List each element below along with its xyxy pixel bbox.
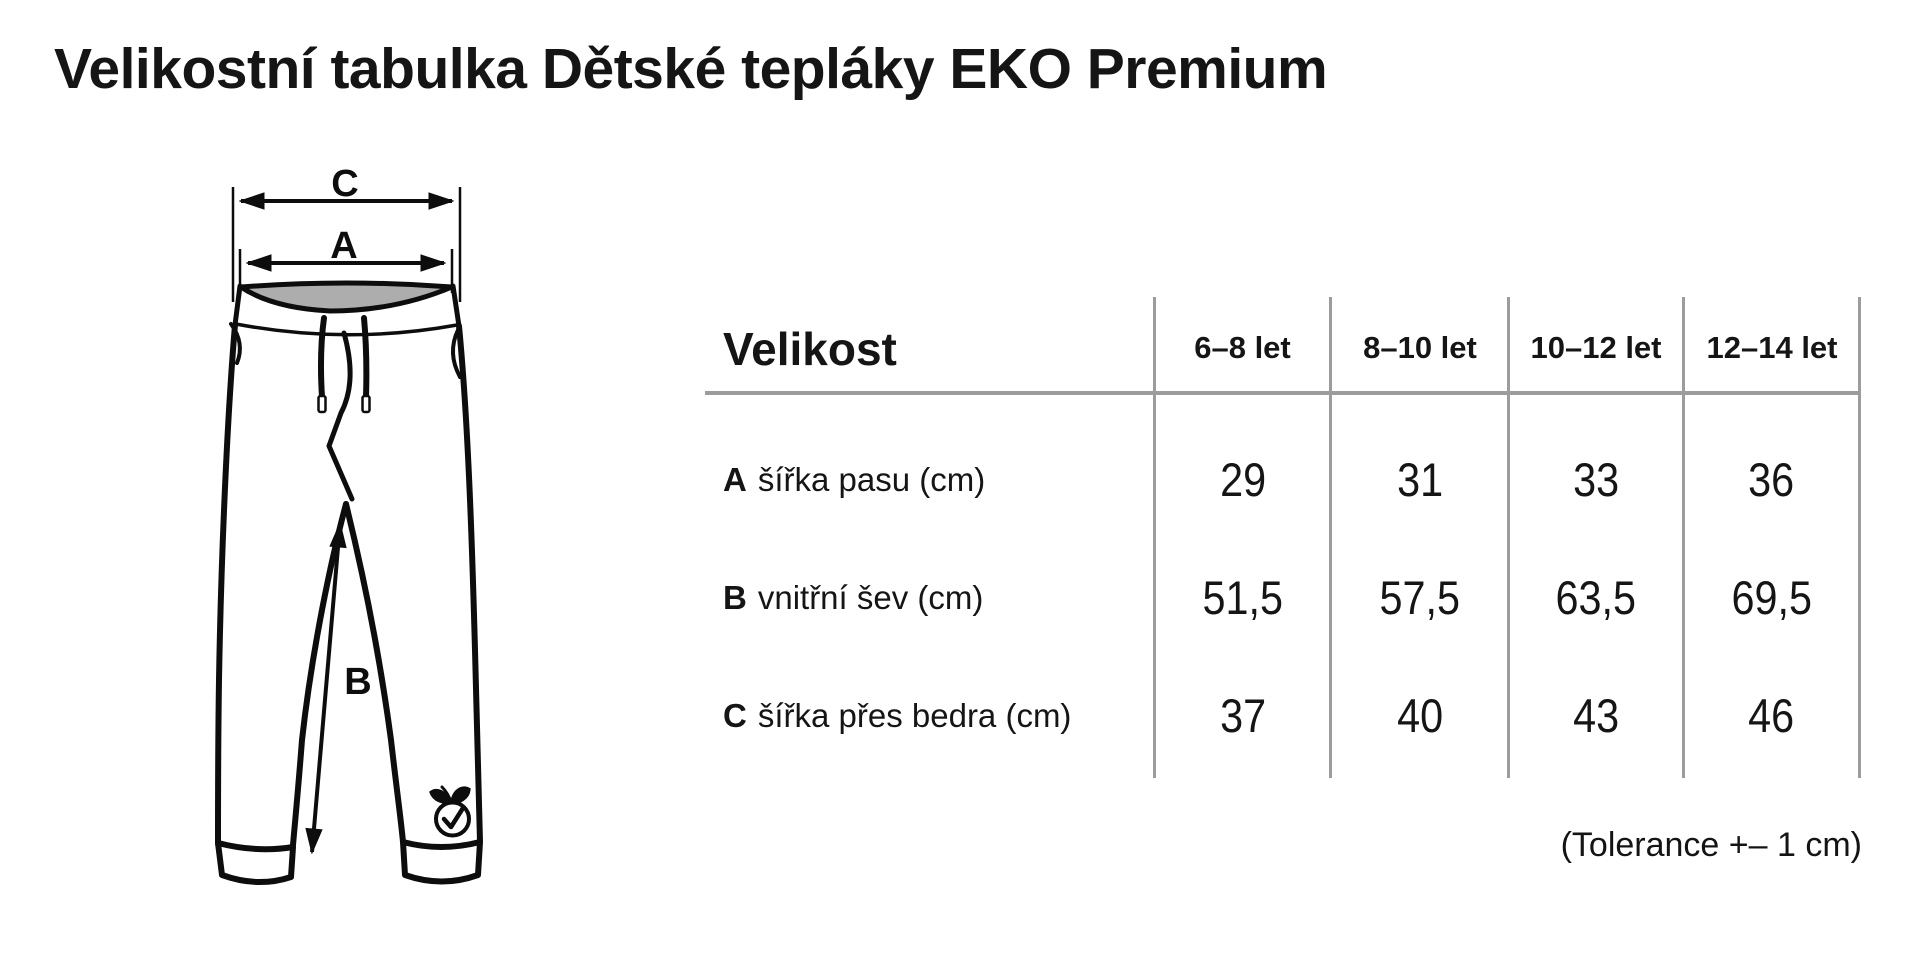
table-cell: 43: [1572, 689, 1620, 742]
measure-arrow-hips-c: C: [231, 163, 462, 302]
pants-outline: [215, 280, 483, 886]
table-header-col-3: 10–12 let: [1530, 330, 1662, 365]
label-b: B: [344, 661, 371, 703]
row-letter: C: [723, 697, 747, 734]
table-divider-vertical: [1329, 297, 1332, 778]
table-header-size: Velikost: [723, 323, 897, 375]
row-name: šířka přes bedra (cm): [757, 697, 1072, 734]
table-cell: 36: [1748, 453, 1795, 506]
table-cell: 31: [1396, 453, 1444, 506]
tolerance-note: (Tolerance +– 1 cm): [1560, 826, 1862, 864]
row-name: šířka pasu (cm): [757, 461, 986, 498]
table-cell: 69,5: [1731, 571, 1812, 624]
table-cell: 46: [1748, 689, 1795, 742]
row-name: vnitřní šev (cm): [757, 579, 984, 616]
table-divider-horizontal: [705, 391, 1861, 395]
table-header-col-2: 8–10 let: [1363, 330, 1477, 365]
table-cell: 40: [1396, 689, 1444, 742]
table-divider-vertical: [1858, 297, 1861, 778]
table-divider-vertical: [1682, 297, 1685, 778]
apple-checkmark-logo-icon: [429, 785, 471, 838]
table-cell: 63,5: [1555, 571, 1637, 624]
table-divider-vertical: [1507, 297, 1510, 778]
table-cell: 51,5: [1202, 571, 1284, 624]
table-divider-vertical: [1153, 297, 1156, 778]
row-letter: B: [723, 579, 747, 616]
row-letter: A: [723, 461, 747, 498]
measure-arrow-inseam-b: B: [312, 524, 372, 852]
measure-arrow-waist-a: A: [238, 225, 454, 293]
table-cell: 29: [1219, 453, 1267, 506]
table-cell: 37: [1219, 689, 1267, 742]
table-cell: 57,5: [1379, 571, 1461, 624]
table-header-col-1: 6–8 let: [1194, 330, 1291, 365]
table-cell: 33: [1572, 453, 1620, 506]
table-header-col-4: 12–14 let: [1706, 330, 1838, 365]
page-title: Velikostní tabulka Dětské tepláky EKO Pr…: [54, 37, 1328, 101]
label-c: C: [331, 163, 358, 205]
label-a: A: [330, 225, 357, 267]
